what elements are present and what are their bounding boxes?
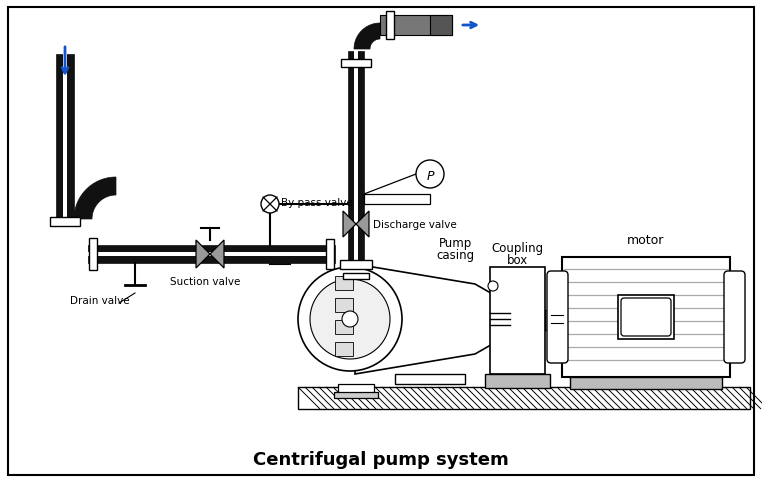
Circle shape [298,267,402,371]
Bar [490,267,545,374]
Bar [335,264,475,374]
Text: Coupling: Coupling [491,242,543,254]
Bar [298,387,750,409]
Bar [334,392,378,398]
Bar [340,261,372,269]
Polygon shape [74,178,116,220]
Polygon shape [210,241,224,268]
FancyBboxPatch shape [621,298,671,336]
Text: Centrifugal pump system: Centrifugal pump system [253,450,509,468]
Bar [63,55,67,220]
Text: By pass valve: By pass valve [281,198,353,207]
Text: Suction valve: Suction valve [170,276,240,286]
Polygon shape [356,212,369,238]
Bar [335,276,353,290]
Circle shape [261,196,279,214]
Circle shape [416,161,444,189]
Bar [50,218,80,226]
Bar [343,273,369,280]
Bar [56,55,74,220]
Bar [326,240,334,269]
Bar [380,16,452,36]
Bar [335,320,353,334]
Bar [338,384,374,394]
Bar [562,258,730,377]
Text: casing: casing [436,248,474,262]
Text: Pump: Pump [438,237,472,249]
Bar [364,195,430,204]
Circle shape [342,311,358,327]
Bar [341,60,371,68]
Bar [485,374,550,388]
Text: box: box [507,253,527,266]
Polygon shape [343,212,356,238]
Bar [88,252,335,257]
Bar [335,342,353,356]
Bar [545,310,563,330]
Bar [354,52,358,287]
FancyBboxPatch shape [724,271,745,363]
Text: Drain valve: Drain valve [70,295,130,305]
Polygon shape [196,241,210,268]
Circle shape [310,280,390,359]
Bar [430,16,452,36]
Polygon shape [395,374,465,384]
Text: motor: motor [627,234,664,246]
Bar [335,298,353,312]
Circle shape [488,282,498,291]
FancyBboxPatch shape [547,271,568,363]
Text: Discharge valve: Discharge valve [373,220,456,229]
Bar [570,377,722,389]
Bar [618,295,674,339]
Bar [348,52,364,287]
Polygon shape [354,24,380,50]
Bar [88,245,335,264]
Polygon shape [355,264,510,374]
Bar [386,12,394,40]
Text: P: P [426,169,434,182]
Bar [89,239,97,270]
